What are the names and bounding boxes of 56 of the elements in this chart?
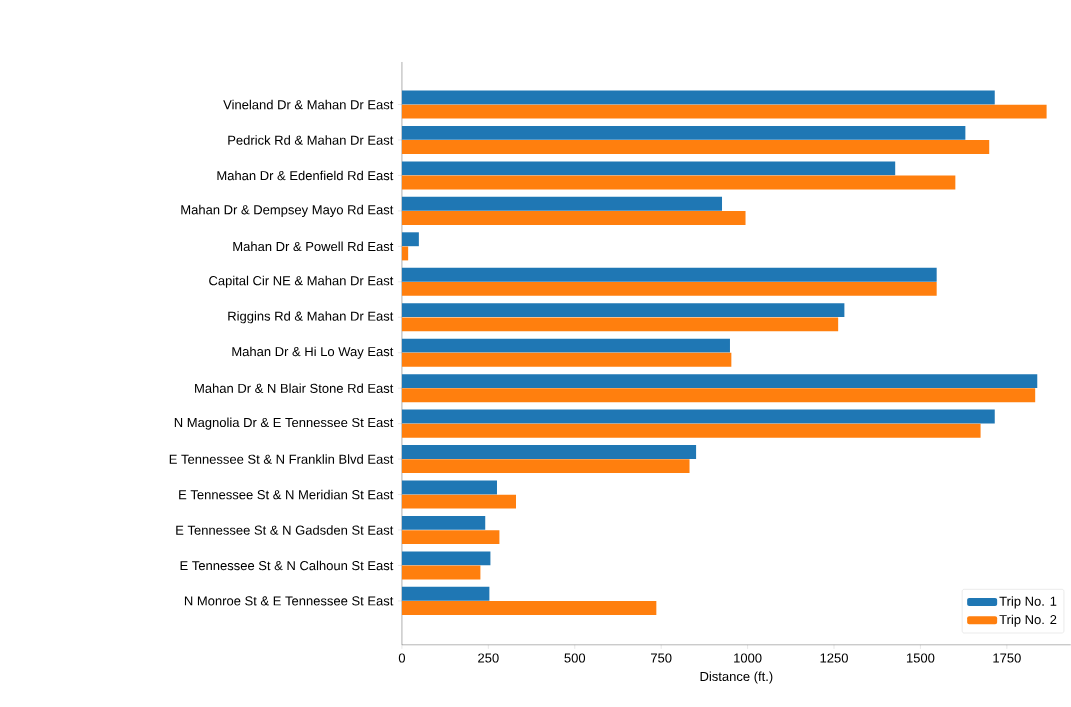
bar [401,352,732,367]
x-tick-label: 1000 [734,653,762,663]
bar [401,126,966,140]
bar [401,317,839,332]
x-tick-label: 250 [478,653,499,663]
bar [401,459,690,474]
y-tick-label: Mahan Dr & Hi Lo Way East [232,346,394,359]
bar [401,211,746,226]
x-tick-label: 500 [564,653,586,663]
y-tick-label: E Tennessee St & N Gadsden St East [176,525,394,535]
x-tick-label: 750 [651,653,672,663]
bar [401,551,491,566]
bar [401,494,516,509]
legend-label: Trip No. 1 [999,596,1057,609]
bar [401,90,995,105]
bar [401,104,1047,119]
y-tick-label: Pedrick Rd & Mahan Dr East [228,135,394,145]
bar [401,282,937,296]
bar [401,303,845,318]
legend-label: Trip No. 2 [999,614,1057,627]
bar [401,601,657,616]
bar [401,246,409,261]
bar [401,232,419,247]
y-tick-label: Mahan Dr & Edenfield Rd East [217,170,394,181]
x-tick-label: 1500 [906,653,935,663]
bar [401,338,730,353]
bar [401,516,486,530]
bar [401,388,1036,403]
bar [401,586,490,601]
bar [401,374,1038,389]
x-tick-label: 1750 [993,653,1021,663]
bar [401,445,697,460]
y-tick-label: E Tennessee St & N Meridian St East [179,489,394,500]
x-tick-label: 1250 [820,653,848,663]
bar [401,196,723,211]
y-tick-label: N Monroe St & E Tennessee St East [184,596,394,606]
y-tick-label: N Magnolia Dr & E Tennessee St East [174,417,394,430]
y-tick-label: E Tennessee St & N Calhoun St East [180,560,394,571]
bar [401,565,481,580]
bar [401,480,497,495]
bar [401,140,990,155]
bar [401,409,995,424]
y-tick-label: Vineland Dr & Mahan Dr East [223,99,394,110]
bar [401,161,896,176]
x-tick-label: 0 [398,653,406,663]
bar [401,267,937,282]
y-tick-label: Riggins Rd & Mahan Dr East [228,311,394,324]
bar [401,175,956,190]
y-tick-label: E Tennessee St & N Franklin Blvd East [169,454,394,464]
y-tick-label: Mahan Dr & N Blair Stone Rd East [195,383,394,394]
x-axis-title: Distance (ft.) [700,671,773,684]
y-tick-label: Capital Cir NE & Mahan Dr East [209,275,394,288]
bar [401,423,981,438]
bar [401,530,500,545]
y-tick-label: Mahan Dr & Dempsey Mayo Rd East [181,204,394,218]
y-tick-label: Mahan Dr & Powell Rd East [233,241,394,252]
